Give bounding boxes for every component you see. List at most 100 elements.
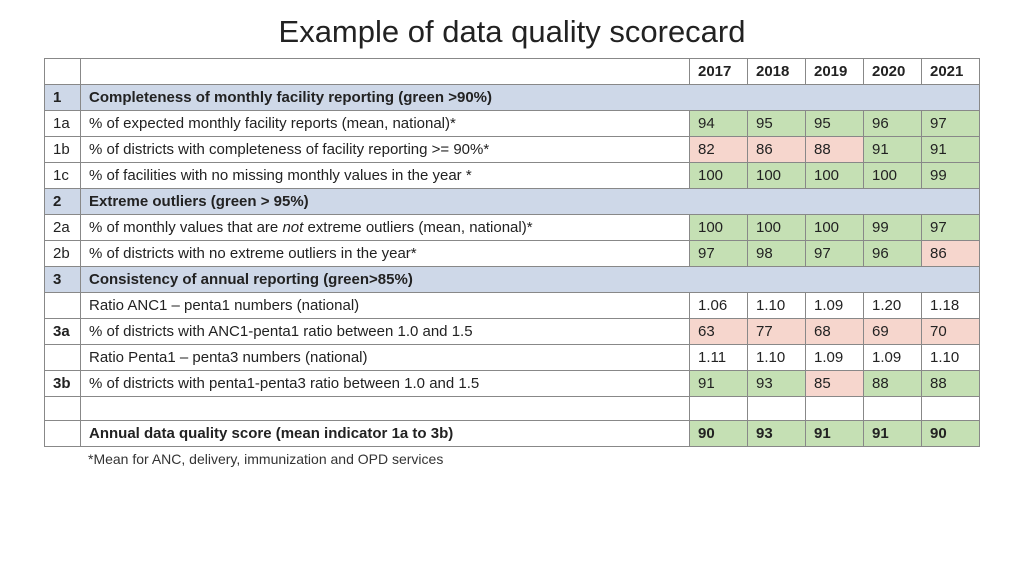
- row-code: 2b: [45, 241, 81, 267]
- footnote: *Mean for ANC, delivery, immunization an…: [88, 451, 980, 467]
- page-title: Example of data quality scorecard: [44, 14, 980, 50]
- spacer-cell: [45, 397, 81, 421]
- scorecard-page: Example of data quality scorecard 2017 2…: [0, 0, 1024, 576]
- row-code: 1b: [45, 137, 81, 163]
- cell-value: 1.11: [690, 345, 748, 371]
- table-row: 2a% of monthly values that are not extre…: [45, 215, 980, 241]
- section-code: 2: [45, 189, 81, 215]
- section-code: 1: [45, 85, 81, 111]
- cell-value: 91: [922, 137, 980, 163]
- row-code: [45, 293, 81, 319]
- table-row: 3b% of districts with penta1-penta3 rati…: [45, 371, 980, 397]
- cell-value: 1.09: [864, 345, 922, 371]
- summary-row: Annual data quality score (mean indicato…: [45, 421, 980, 447]
- cell-value: 100: [864, 163, 922, 189]
- table-row: 1c% of facilities with no missing monthl…: [45, 163, 980, 189]
- section-header-row: 1Completeness of monthly facility report…: [45, 85, 980, 111]
- cell-value: 100: [806, 215, 864, 241]
- cell-value: 1.09: [806, 345, 864, 371]
- spacer-cell: [81, 397, 690, 421]
- cell-value: 100: [748, 163, 806, 189]
- row-description: % of districts with no extreme outliers …: [81, 241, 690, 267]
- cell-value: 85: [806, 371, 864, 397]
- cell-value: 1.18: [922, 293, 980, 319]
- cell-value: 97: [806, 241, 864, 267]
- cell-value: 77: [748, 319, 806, 345]
- row-description: % of districts with ANC1-penta1 ratio be…: [81, 319, 690, 345]
- row-description: % of monthly values that are not extreme…: [81, 215, 690, 241]
- cell-value: 98: [748, 241, 806, 267]
- summary-value: 91: [864, 421, 922, 447]
- section-label: Completeness of monthly facility reporti…: [81, 85, 980, 111]
- cell-value: 96: [864, 111, 922, 137]
- section-label: Extreme outliers (green > 95%): [81, 189, 980, 215]
- section-code: 3: [45, 267, 81, 293]
- cell-value: 86: [748, 137, 806, 163]
- spacer-cell: [922, 397, 980, 421]
- header-blank-desc: [81, 59, 690, 85]
- year-2021: 2021: [922, 59, 980, 85]
- cell-value: 63: [690, 319, 748, 345]
- cell-value: 100: [690, 215, 748, 241]
- year-2020: 2020: [864, 59, 922, 85]
- cell-value: 95: [748, 111, 806, 137]
- header-blank-code: [45, 59, 81, 85]
- cell-value: 97: [922, 215, 980, 241]
- scorecard-table: 2017 2018 2019 2020 2021 1Completeness o…: [44, 58, 980, 447]
- table-row: 1b% of districts with completeness of fa…: [45, 137, 980, 163]
- cell-value: 69: [864, 319, 922, 345]
- spacer-cell: [690, 397, 748, 421]
- row-description: % of districts with penta1-penta3 ratio …: [81, 371, 690, 397]
- table-row: Ratio ANC1 – penta1 numbers (national)1.…: [45, 293, 980, 319]
- cell-value: 1.06: [690, 293, 748, 319]
- summary-value: 93: [748, 421, 806, 447]
- cell-value: 1.20: [864, 293, 922, 319]
- cell-value: 93: [748, 371, 806, 397]
- row-code: 1a: [45, 111, 81, 137]
- section-label: Consistency of annual reporting (green>8…: [81, 267, 980, 293]
- row-description: % of facilities with no missing monthly …: [81, 163, 690, 189]
- summary-label: Annual data quality score (mean indicato…: [81, 421, 690, 447]
- spacer-cell: [748, 397, 806, 421]
- year-2018: 2018: [748, 59, 806, 85]
- summary-code: [45, 421, 81, 447]
- cell-value: 1.10: [748, 293, 806, 319]
- row-code: 3a: [45, 319, 81, 345]
- year-2017: 2017: [690, 59, 748, 85]
- cell-value: 88: [806, 137, 864, 163]
- cell-value: 1.10: [748, 345, 806, 371]
- cell-value: 95: [806, 111, 864, 137]
- cell-value: 82: [690, 137, 748, 163]
- cell-value: 86: [922, 241, 980, 267]
- table-row: Ratio Penta1 – penta3 numbers (national)…: [45, 345, 980, 371]
- row-code: [45, 345, 81, 371]
- row-description: Ratio ANC1 – penta1 numbers (national): [81, 293, 690, 319]
- table-row: 3a% of districts with ANC1-penta1 ratio …: [45, 319, 980, 345]
- row-code: 2a: [45, 215, 81, 241]
- cell-value: 100: [748, 215, 806, 241]
- year-2019: 2019: [806, 59, 864, 85]
- cell-value: 100: [806, 163, 864, 189]
- section-header-row: 3Consistency of annual reporting (green>…: [45, 267, 980, 293]
- cell-value: 99: [922, 163, 980, 189]
- cell-value: 91: [690, 371, 748, 397]
- year-header-row: 2017 2018 2019 2020 2021: [45, 59, 980, 85]
- cell-value: 94: [690, 111, 748, 137]
- cell-value: 1.10: [922, 345, 980, 371]
- cell-value: 88: [922, 371, 980, 397]
- cell-value: 1.09: [806, 293, 864, 319]
- section-header-row: 2Extreme outliers (green > 95%): [45, 189, 980, 215]
- cell-value: 70: [922, 319, 980, 345]
- table-row: 2b% of districts with no extreme outlier…: [45, 241, 980, 267]
- row-description: Ratio Penta1 – penta3 numbers (national): [81, 345, 690, 371]
- spacer-cell: [806, 397, 864, 421]
- cell-value: 99: [864, 215, 922, 241]
- cell-value: 97: [922, 111, 980, 137]
- summary-value: 90: [922, 421, 980, 447]
- cell-value: 88: [864, 371, 922, 397]
- row-description: % of expected monthly facility reports (…: [81, 111, 690, 137]
- table-row: 1a% of expected monthly facility reports…: [45, 111, 980, 137]
- summary-value: 90: [690, 421, 748, 447]
- summary-value: 91: [806, 421, 864, 447]
- row-code: 1c: [45, 163, 81, 189]
